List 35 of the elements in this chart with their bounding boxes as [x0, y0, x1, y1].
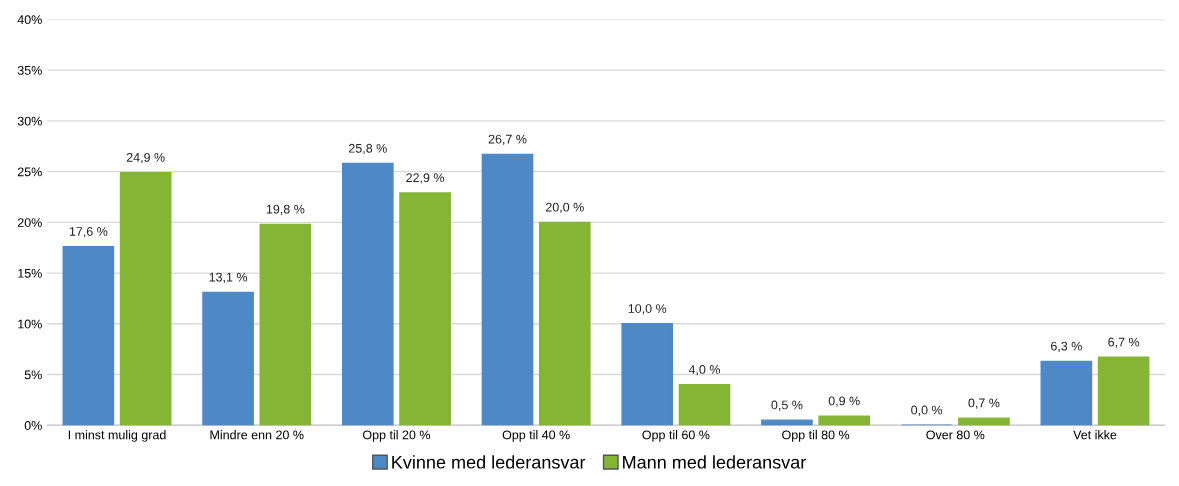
x-tick-label: Over 80 %: [926, 430, 985, 440]
data-label: 25,8 %: [348, 143, 387, 155]
data-label: 20,0 %: [545, 202, 584, 214]
data-label: 24,9 %: [126, 152, 165, 164]
data-label: 19,8 %: [266, 204, 305, 216]
y-tick-label: 30%: [17, 116, 42, 126]
data-label: 0,7 %: [968, 398, 1000, 409]
y-tick-label: 40%: [17, 15, 42, 25]
y-tick-label: 5%: [24, 370, 42, 380]
data-label: 13,1 %: [209, 272, 248, 284]
data-label: 17,6 %: [69, 227, 108, 238]
x-tick-label: Opp til 20 %: [362, 430, 431, 442]
data-label: 22,9 %: [406, 173, 445, 184]
y-tick-label: 10%: [18, 319, 42, 329]
data-label: 26,7 %: [488, 134, 527, 146]
x-tick-label: Mindre enn 20 %: [210, 430, 304, 440]
y-tick-label: 15%: [18, 268, 42, 278]
x-tick-label: Opp til 80 %: [782, 430, 850, 442]
x-tick-label: Opp til 60 %: [642, 430, 710, 442]
legend-label: Mann med lederansvar: [623, 455, 806, 469]
x-tick-label: I minst mulig grad: [68, 430, 166, 442]
x-tick-label: Opp til 40 %: [502, 430, 570, 442]
y-tick-label: 25%: [17, 167, 42, 177]
data-label: 10,0 %: [628, 304, 667, 315]
data-label: 6,3 %: [1051, 341, 1082, 353]
y-tick-label: 0%: [24, 421, 42, 430]
data-label: 6,7 %: [1108, 337, 1140, 348]
x-tick-label: Vet ikke: [1073, 430, 1117, 440]
data-label: 0,0 %: [911, 405, 943, 416]
y-tick-label: 20%: [17, 218, 42, 227]
y-tick-label: 35%: [17, 65, 42, 75]
legend-label: Kvinne med lederansvar: [392, 455, 586, 469]
data-label: 0,9 %: [828, 396, 860, 407]
data-label: 4,0 %: [688, 365, 721, 376]
data-label: 0,5 %: [771, 400, 803, 411]
